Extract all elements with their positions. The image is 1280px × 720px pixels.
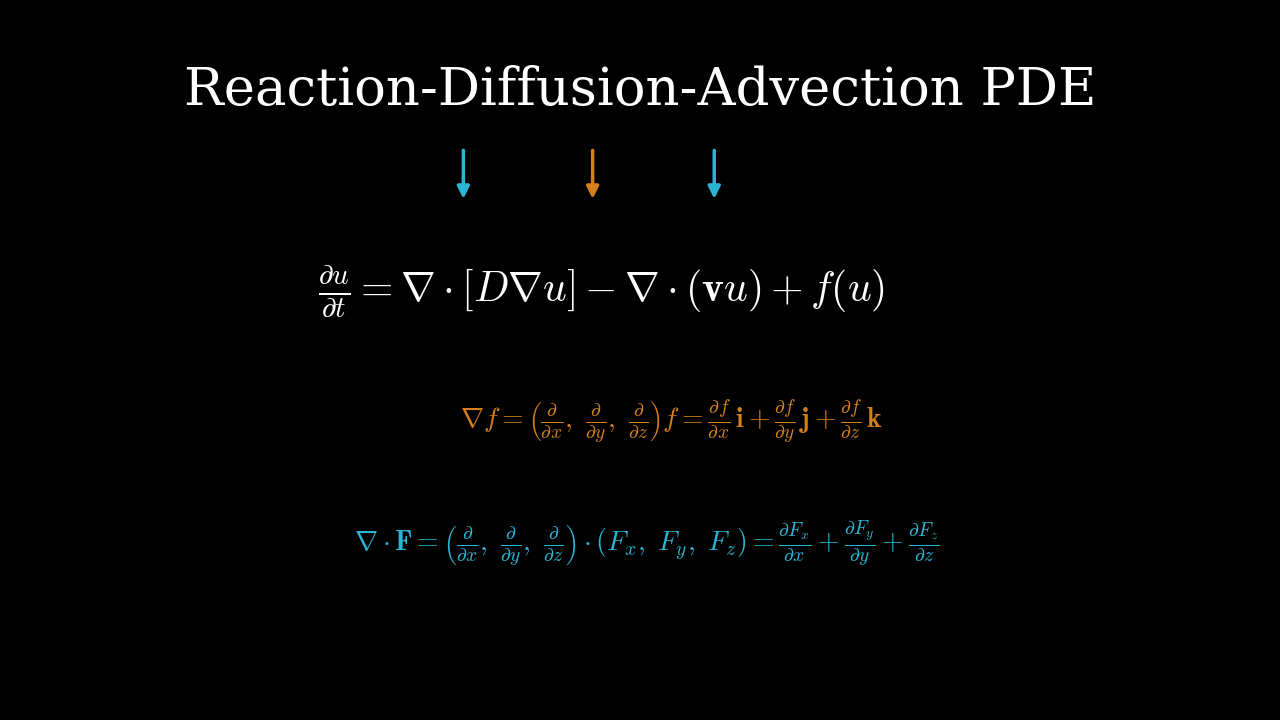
Text: Reaction-Diffusion-Advection PDE: Reaction-Diffusion-Advection PDE	[184, 65, 1096, 116]
Text: $\frac{\partial u}{\partial t} = \nabla \cdot [D\nabla u] - \nabla \cdot (\mathb: $\frac{\partial u}{\partial t} = \nabla …	[319, 264, 884, 320]
Text: $\nabla f = \left(\frac{\partial}{\partial x},\ \frac{\partial}{\partial y},\ \f: $\nabla f = \left(\frac{\partial}{\parti…	[461, 397, 883, 445]
Text: $\nabla \cdot \mathbf{F} = \left(\frac{\partial}{\partial x},\ \frac{\partial}{\: $\nabla \cdot \mathbf{F} = \left(\frac{\…	[353, 518, 940, 569]
